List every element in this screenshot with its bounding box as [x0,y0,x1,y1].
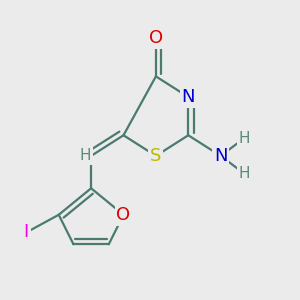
Text: S: S [150,147,162,165]
Text: N: N [182,88,195,106]
Text: O: O [116,206,130,224]
Text: N: N [214,147,227,165]
Text: I: I [24,224,29,242]
Text: H: H [238,166,250,181]
Text: O: O [149,29,163,47]
Text: H: H [238,131,250,146]
Text: H: H [80,148,91,164]
